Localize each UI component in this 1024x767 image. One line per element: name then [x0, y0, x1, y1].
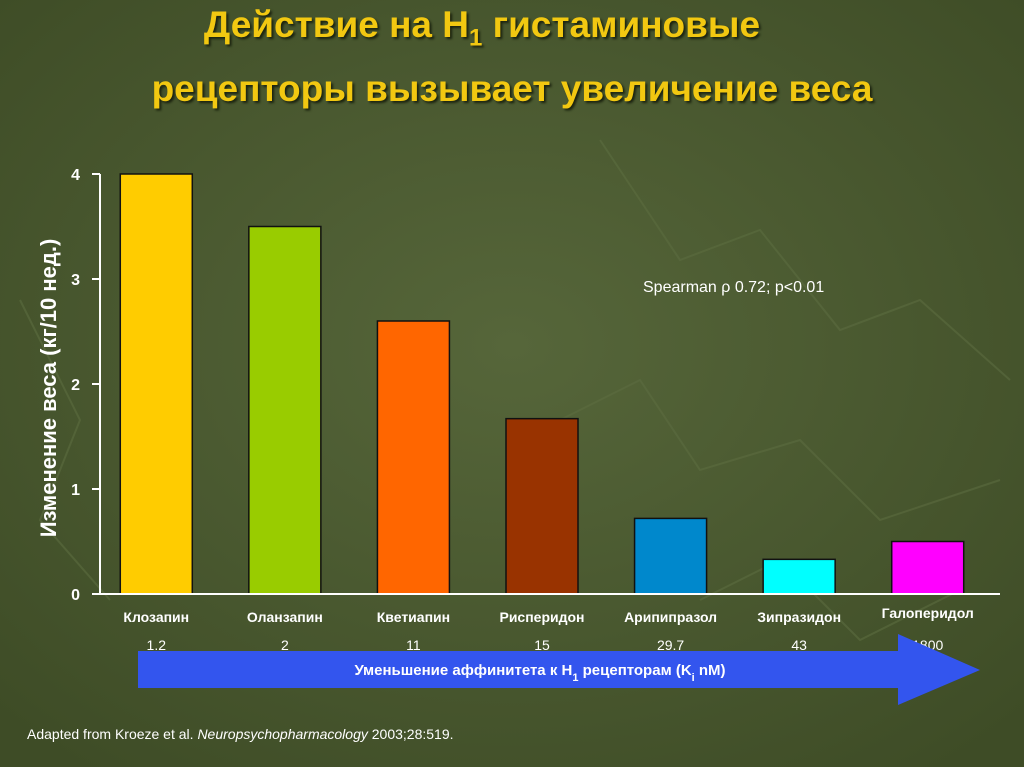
bar-5	[633, 517, 708, 595]
category-label: Кветиапин	[377, 609, 450, 625]
bar-7	[890, 540, 965, 595]
category-label: Галоперидол	[882, 605, 974, 621]
y-axis-label: Изменение веса (кг/10 нед.)	[36, 239, 61, 538]
y-tick-label: 0	[71, 587, 80, 604]
affinity-arrow-label: Уменьшение аффинитета к H1 рецепторам (K…	[354, 662, 725, 684]
bar-3	[376, 320, 451, 595]
category-label: Арипипразол	[624, 609, 717, 625]
y-tick-label: 3	[71, 272, 80, 289]
page-title-line-2: рецепторы вызывает увеличение веса	[151, 68, 873, 109]
bar-4	[505, 417, 579, 595]
category-label: Клозапин	[123, 609, 189, 625]
y-tick-label: 1	[71, 482, 80, 499]
page-title-line-1: Действие на H1 гистаминовые	[203, 4, 761, 52]
citation: Adapted from Kroeze et al. Neuropsychoph…	[27, 726, 454, 742]
ki-value-label: 15	[534, 637, 550, 653]
spearman-annotation: Spearman ρ 0.72; p<0.01	[643, 279, 824, 296]
ki-value-label: 1.2	[147, 637, 167, 653]
bar-1	[119, 173, 194, 595]
ki-value-label: 11	[406, 637, 421, 653]
category-label: Рисперидон	[499, 609, 584, 625]
bar-2	[248, 225, 322, 595]
ki-value-label: 2	[281, 637, 289, 653]
bar-6	[762, 558, 836, 595]
y-tick-label: 2	[71, 377, 80, 394]
category-label: Оланзапин	[247, 609, 323, 625]
ki-value-label: 29.7	[657, 637, 684, 653]
ki-value-label: 43	[791, 637, 807, 653]
affinity-arrow	[138, 634, 980, 705]
y-tick-label: 4	[71, 167, 80, 184]
category-label: Зипразидон	[757, 609, 841, 625]
